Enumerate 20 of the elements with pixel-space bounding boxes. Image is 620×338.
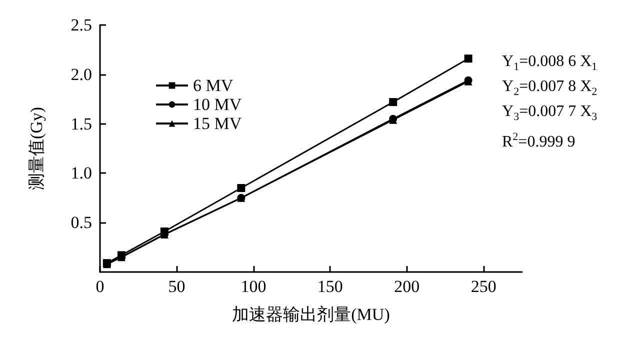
x-axis-title: 加速器输出剂量(MU) xyxy=(232,305,390,324)
y-tick-label: 0.5 xyxy=(70,213,92,232)
legend-label: 6 MV xyxy=(193,76,234,95)
y-tick-label: 2.0 xyxy=(70,64,92,84)
annotation: Y$_{3}$=0.007 7 X$_{3}$ xyxy=(502,102,598,126)
y-tick-label: 1.0 xyxy=(70,164,92,183)
x-tick-label: 100 xyxy=(240,277,266,296)
annotation: R$^{2}$=0.999 9 xyxy=(502,130,576,151)
legend-label: 10 MV xyxy=(193,95,242,114)
annotation: Y$_{1}$=0.008 6 X$_{1}$ xyxy=(502,52,598,76)
annotation: Y$_{2}$=0.007 8 X$_{2}$ xyxy=(502,77,598,100)
x-tick-label: 0 xyxy=(96,277,104,296)
legend-label: 15 MV xyxy=(193,114,242,133)
x-tick-label: 50 xyxy=(168,277,186,296)
y-tick-label: 2.5 xyxy=(70,16,92,34)
x-tick-label: 150 xyxy=(317,277,343,296)
x-tick-label: 200 xyxy=(394,277,420,296)
y-axis-title: 测量值(Gy) xyxy=(27,106,46,190)
y-tick-label: 1.5 xyxy=(70,114,92,134)
x-tick-label: 250 xyxy=(470,277,496,296)
